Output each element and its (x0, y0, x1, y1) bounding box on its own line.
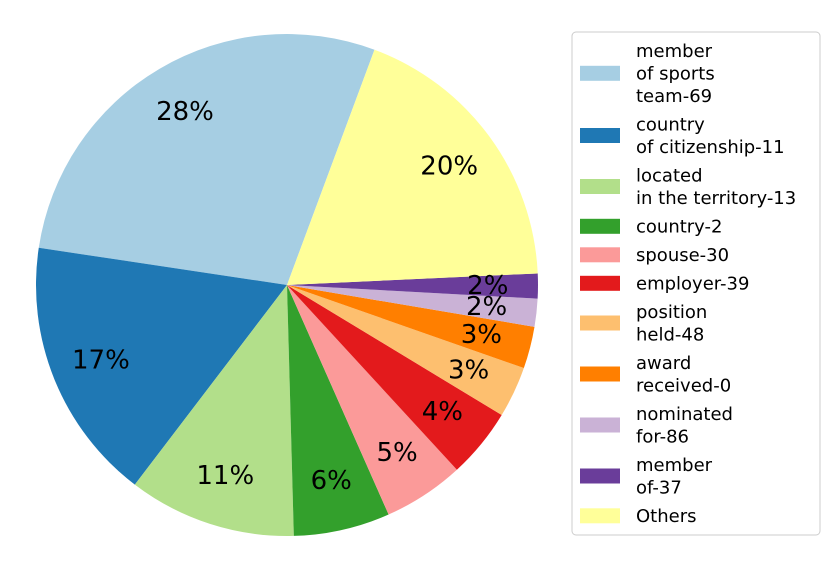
pie-slice-3 (287, 285, 389, 536)
legend-swatch-3 (580, 218, 620, 234)
pie-slice-1 (35, 247, 287, 485)
legend-label-7: award received-0 (636, 353, 731, 397)
pct-label-6: 3% (448, 356, 489, 386)
pct-label-7: 3% (461, 320, 502, 350)
legend-swatch-4 (580, 247, 620, 263)
pie-slice-0 (38, 33, 375, 285)
pie-slice-7 (287, 285, 535, 369)
legend-label-9: member of-37 (636, 455, 713, 499)
legend-label-1: country of citizenship-11 (636, 114, 785, 158)
pct-label-8: 2% (466, 292, 507, 322)
legend-swatch-5 (580, 275, 620, 291)
legend-swatch-2 (580, 179, 620, 194)
legend-label-8: nominated for-86 (636, 404, 733, 448)
pct-label-10: 20% (420, 152, 478, 182)
pie-slice-2 (134, 285, 294, 537)
pie-slice-10 (287, 49, 538, 285)
pie-slice-4 (287, 285, 457, 515)
legend-label-4: spouse-30 (636, 245, 729, 266)
legend-label-6: position held-48 (636, 302, 707, 346)
legend-label-5: employer-39 (636, 273, 749, 294)
pie-slice-6 (287, 285, 524, 416)
pct-label-2: 11% (196, 461, 254, 491)
legend: member of sports team-69 country of citizens… (571, 31, 821, 536)
percentage-labels: 28%17%11% 6%5%4%3%3%2%2%20% (72, 97, 508, 496)
legend-swatch-10 (580, 508, 620, 524)
pct-label-1: 17% (72, 346, 130, 376)
pct-label-4: 5% (376, 438, 417, 468)
pct-label-5: 4% (422, 397, 463, 427)
legend-swatch-9 (580, 468, 620, 484)
pie-slices (35, 33, 538, 537)
legend-swatch-0 (580, 65, 620, 81)
legend-swatch-6 (580, 315, 620, 331)
legend-label-3: country-2 (636, 216, 722, 237)
legend-label-2: located in the territory-13 (636, 165, 796, 209)
pct-label-9: 2% (467, 271, 508, 301)
legend-swatch-7 (580, 366, 620, 382)
legend-swatch-8 (580, 417, 620, 433)
pie-slice-9 (287, 273, 538, 299)
legend-label-10: Others (636, 506, 697, 527)
pie-slice-5 (287, 285, 502, 470)
pct-label-0: 28% (156, 97, 214, 127)
legend-swatch-1 (580, 128, 620, 143)
pie-slice-8 (287, 285, 538, 327)
legend-frame (571, 31, 821, 536)
pct-label-3: 6% (311, 466, 352, 496)
legend-label-0: member of sports team-69 (636, 41, 715, 107)
